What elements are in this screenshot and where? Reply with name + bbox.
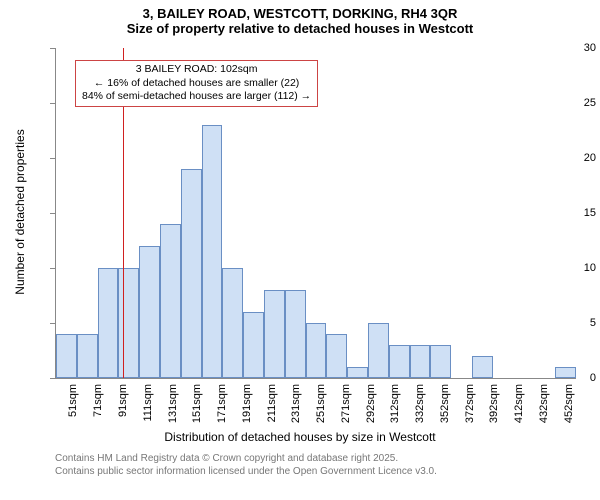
histogram-bar: [430, 345, 451, 378]
annotation-line3: 84% of semi-detached houses are larger (…: [82, 90, 311, 104]
chart-container: 3, BAILEY ROAD, WESTCOTT, DORKING, RH4 3…: [0, 0, 600, 500]
y-tick-label: 30: [547, 42, 596, 54]
x-tick-label: 312sqm: [389, 384, 401, 424]
histogram-bar: [139, 246, 160, 378]
x-tick-label: 372sqm: [464, 384, 476, 424]
y-tick-label: 5: [547, 317, 596, 329]
chart-title-main: 3, BAILEY ROAD, WESTCOTT, DORKING, RH4 3…: [0, 0, 600, 21]
y-tick-label: 15: [547, 207, 596, 219]
y-tick-label: 10: [547, 262, 596, 274]
histogram-bar: [264, 290, 285, 378]
x-tick-label: 352sqm: [439, 384, 451, 424]
histogram-bar: [202, 125, 223, 378]
x-tick-label: 452sqm: [563, 384, 575, 424]
histogram-bar: [56, 334, 77, 378]
x-tick-label: 131sqm: [167, 384, 179, 424]
y-tick-mark: [50, 158, 55, 159]
x-tick-label: 412sqm: [513, 384, 525, 424]
histogram-bar: [326, 334, 347, 378]
histogram-bar: [77, 334, 98, 378]
footer-line1: Contains HM Land Registry data © Crown c…: [55, 452, 437, 465]
y-tick-label: 0: [547, 372, 596, 384]
y-tick-label: 20: [547, 152, 596, 164]
x-tick-label: 271sqm: [340, 384, 352, 424]
annotation-box: 3 BAILEY ROAD: 102sqm ← 16% of detached …: [75, 60, 318, 107]
footer-attribution: Contains HM Land Registry data © Crown c…: [55, 452, 437, 478]
histogram-bar: [410, 345, 431, 378]
histogram-bar: [472, 356, 493, 378]
y-tick-mark: [50, 268, 55, 269]
x-tick-label: 332sqm: [414, 384, 426, 424]
chart-title-sub: Size of property relative to detached ho…: [0, 21, 600, 36]
histogram-bar: [243, 312, 264, 378]
histogram-bar: [222, 268, 243, 378]
x-tick-label: 71sqm: [92, 384, 104, 424]
annotation-line2: ← 16% of detached houses are smaller (22…: [82, 77, 311, 91]
annotation-line1: 3 BAILEY ROAD: 102sqm: [82, 63, 311, 77]
histogram-bar: [181, 169, 202, 378]
x-tick-label: 292sqm: [365, 384, 377, 424]
histogram-bar: [306, 323, 327, 378]
histogram-bar: [347, 367, 368, 378]
histogram-bar: [285, 290, 306, 378]
x-tick-label: 111sqm: [142, 384, 154, 424]
x-axis-title: Distribution of detached houses by size …: [0, 430, 600, 444]
x-tick-label: 251sqm: [315, 384, 327, 424]
y-tick-mark: [50, 323, 55, 324]
histogram-bar: [118, 268, 139, 378]
histogram-bar: [389, 345, 410, 378]
y-tick-mark: [50, 48, 55, 49]
y-axis-title: Number of detached properties: [13, 122, 27, 302]
histogram-bar: [368, 323, 389, 378]
x-tick-label: 231sqm: [290, 384, 302, 424]
x-tick-label: 432sqm: [538, 384, 550, 424]
x-tick-label: 91sqm: [117, 384, 129, 424]
histogram-bar: [160, 224, 181, 378]
x-tick-label: 171sqm: [216, 384, 228, 424]
x-tick-label: 392sqm: [488, 384, 500, 424]
y-tick-label: 25: [547, 97, 596, 109]
x-tick-label: 151sqm: [191, 384, 203, 424]
x-tick-label: 51sqm: [67, 384, 79, 424]
y-tick-mark: [50, 213, 55, 214]
footer-line2: Contains public sector information licen…: [55, 465, 437, 478]
y-tick-mark: [50, 103, 55, 104]
y-tick-mark: [50, 378, 55, 379]
x-tick-label: 191sqm: [241, 384, 253, 424]
histogram-bar: [98, 268, 119, 378]
x-tick-label: 211sqm: [266, 384, 278, 424]
